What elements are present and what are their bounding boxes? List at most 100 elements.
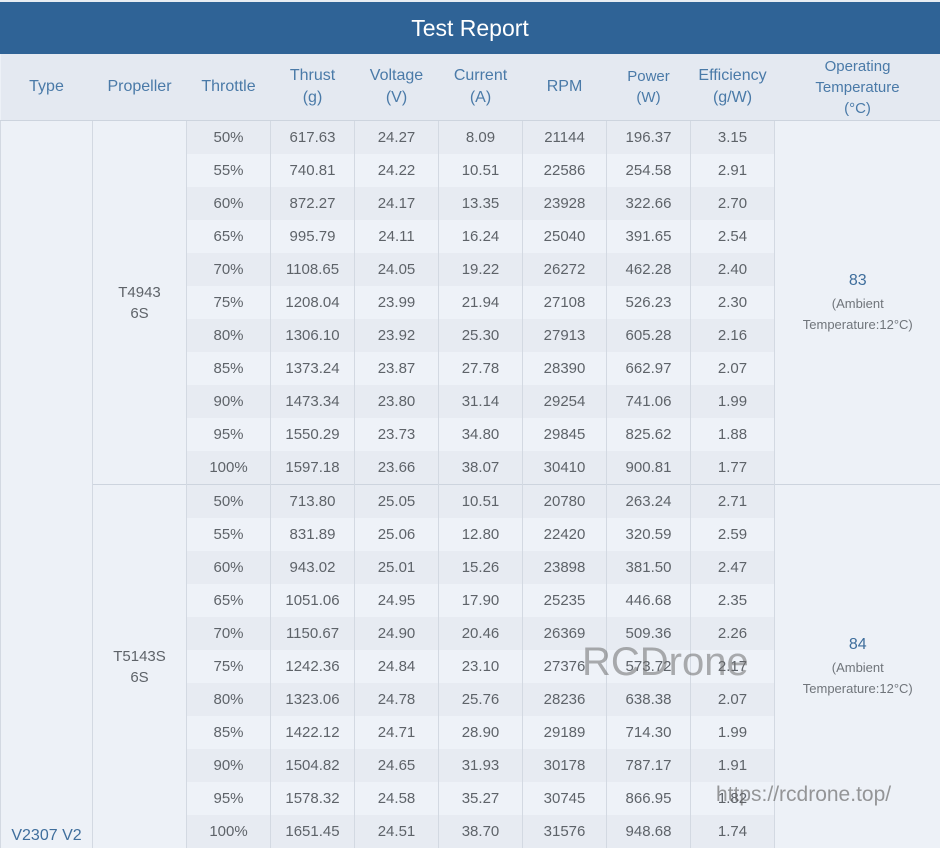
current-cell: 38.70 [439,815,523,848]
power-cell: 948.68 [607,815,691,848]
thrust-cell: 1504.82 [271,749,355,782]
throttle-cell: 100% [187,815,271,848]
power-cell: 714.30 [607,716,691,749]
rpm-cell: 23928 [523,187,607,220]
efficiency-cell: 2.07 [691,352,775,385]
thrust-cell: 1108.65 [271,253,355,286]
header-rpm: RPM [523,54,607,121]
rpm-cell: 26272 [523,253,607,286]
rpm-cell: 30410 [523,451,607,485]
voltage-cell: 24.51 [355,815,439,848]
power-cell: 787.17 [607,749,691,782]
current-cell: 19.22 [439,253,523,286]
rpm-cell: 27376 [523,650,607,683]
rpm-cell: 27913 [523,319,607,352]
propeller-cells: 6S [130,669,148,686]
power-cell: 866.95 [607,782,691,815]
throttle-cell: 90% [187,749,271,782]
power-cell: 638.38 [607,683,691,716]
thrust-cell: 1242.36 [271,650,355,683]
voltage-cell: 24.22 [355,154,439,187]
ambient-label: (Ambient [775,657,940,678]
rpm-cell: 21144 [523,121,607,155]
current-cell: 38.07 [439,451,523,485]
current-cell: 28.90 [439,716,523,749]
voltage-cell: 25.05 [355,485,439,519]
voltage-cell: 24.58 [355,782,439,815]
thrust-cell: 1597.18 [271,451,355,485]
header-current: Current(A) [439,54,523,121]
efficiency-cell: 2.91 [691,154,775,187]
power-cell: 320.59 [607,518,691,551]
power-cell: 825.62 [607,418,691,451]
voltage-cell: 24.84 [355,650,439,683]
thrust-cell: 943.02 [271,551,355,584]
power-cell: 526.23 [607,286,691,319]
efficiency-cell: 2.71 [691,485,775,519]
power-cell: 741.06 [607,385,691,418]
power-cell: 254.58 [607,154,691,187]
voltage-cell: 24.27 [355,121,439,155]
rpm-cell: 26369 [523,617,607,650]
propeller-model: T4943 [118,284,161,301]
header-throttle: Throttle [187,54,271,121]
throttle-cell: 70% [187,617,271,650]
power-cell: 462.28 [607,253,691,286]
propeller-cell: T4943 6S [93,121,187,485]
rpm-cell: 22420 [523,518,607,551]
thrust-cell: 617.63 [271,121,355,155]
thrust-cell: 1323.06 [271,683,355,716]
thrust-cell: 740.81 [271,154,355,187]
voltage-cell: 23.80 [355,385,439,418]
voltage-cell: 24.78 [355,683,439,716]
current-cell: 13.35 [439,187,523,220]
header-efficiency: Efficiency(g/W) [691,54,775,121]
thrust-cell: 831.89 [271,518,355,551]
rpm-cell: 29189 [523,716,607,749]
thrust-cell: 1422.12 [271,716,355,749]
thrust-cell: 1550.29 [271,418,355,451]
current-cell: 20.46 [439,617,523,650]
rpm-cell: 31576 [523,815,607,848]
rpm-cell: 28236 [523,683,607,716]
power-cell: 605.28 [607,319,691,352]
header-type: Type [1,54,93,121]
type-cell: V2307 V2 [1,121,93,848]
thrust-cell: 1051.06 [271,584,355,617]
efficiency-cell: 1.91 [691,749,775,782]
current-cell: 35.27 [439,782,523,815]
propeller-cells: 6S [130,305,148,322]
header-row: Type Propeller Throttle Thrust(g) Voltag… [1,54,940,121]
throttle-cell: 95% [187,782,271,815]
current-cell: 21.94 [439,286,523,319]
thrust-cell: 1150.67 [271,617,355,650]
throttle-cell: 75% [187,286,271,319]
efficiency-cell: 1.88 [691,418,775,451]
throttle-cell: 80% [187,683,271,716]
propeller-cell: T5143S 6S [93,485,187,848]
current-cell: 10.51 [439,154,523,187]
voltage-cell: 24.05 [355,253,439,286]
current-cell: 25.30 [439,319,523,352]
current-cell: 25.76 [439,683,523,716]
thrust-cell: 1651.45 [271,815,355,848]
power-cell: 900.81 [607,451,691,485]
efficiency-cell: 2.26 [691,617,775,650]
current-cell: 10.51 [439,485,523,519]
efficiency-cell: 1.77 [691,451,775,485]
voltage-cell: 24.17 [355,187,439,220]
efficiency-cell: 2.70 [691,187,775,220]
ambient-temperature: Temperature:12°C) [775,678,940,699]
throttle-cell: 55% [187,518,271,551]
power-cell: 381.50 [607,551,691,584]
propeller-model: T5143S [113,648,166,665]
thrust-cell: 1208.04 [271,286,355,319]
rpm-cell: 22586 [523,154,607,187]
current-cell: 12.80 [439,518,523,551]
current-cell: 23.10 [439,650,523,683]
throttle-cell: 65% [187,220,271,253]
